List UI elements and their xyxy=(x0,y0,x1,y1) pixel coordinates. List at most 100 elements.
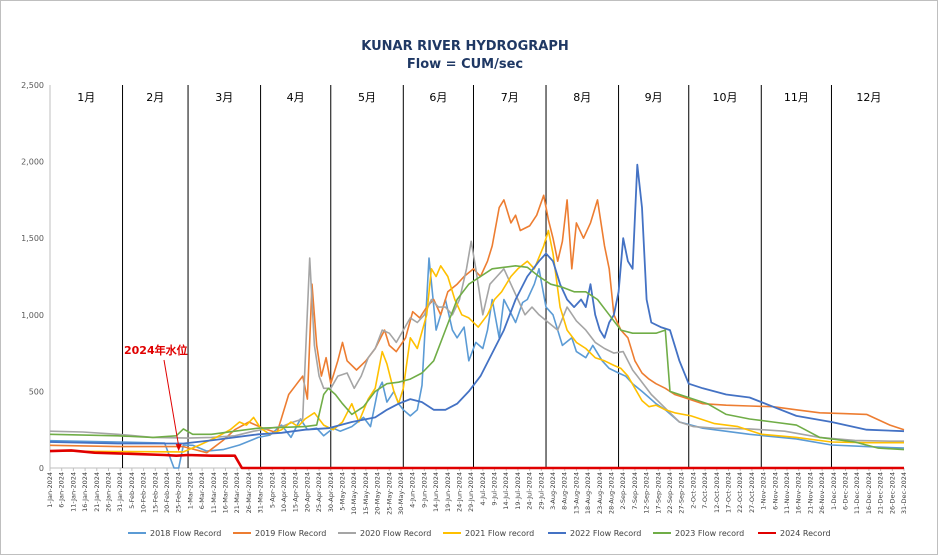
x-tick-label: 3-Aug-2024 xyxy=(549,472,557,510)
series-line xyxy=(49,229,904,453)
x-tick-label: 16-Jan-2024 xyxy=(81,472,89,512)
x-tick-label: 29-Jul-2024 xyxy=(537,472,545,510)
x-tick-label: 17-Sep-2024 xyxy=(654,472,662,514)
x-tick-label: 6-Dec-2024 xyxy=(842,472,850,510)
x-tick-label: 10-Feb-2024 xyxy=(140,472,148,513)
x-tick-label: 1-Mar-2024 xyxy=(186,472,194,509)
x-tick-label: 21-Jan-2024 xyxy=(93,472,101,512)
x-tick-label: 21-Dec-2024 xyxy=(877,472,885,514)
month-label: 6月 xyxy=(429,91,447,104)
x-tick-label: 25-May-2024 xyxy=(385,472,393,515)
y-tick-label: 2,000 xyxy=(21,158,44,167)
x-tick-label: 21-Nov-2024 xyxy=(806,472,814,514)
x-tick-label: 12-Oct-2024 xyxy=(713,472,721,513)
x-tick-label: 10-May-2024 xyxy=(350,472,358,515)
x-tick-label: 17-Oct-2024 xyxy=(725,472,733,513)
x-tick-label: 7-Sep-2024 xyxy=(631,472,639,510)
y-tick-label: 500 xyxy=(29,387,44,396)
annotation-arrow-line xyxy=(163,359,180,447)
x-tick-label: 15-May-2024 xyxy=(362,472,370,515)
x-tick-label: 8-Aug-2024 xyxy=(561,472,569,510)
x-tick-label: 30-May-2024 xyxy=(397,472,405,515)
x-tick-label: 16-Nov-2024 xyxy=(795,472,803,514)
x-tick-label: 29-Jun-2024 xyxy=(467,472,475,512)
x-tick-label: 26-Mar-2024 xyxy=(245,472,253,513)
x-tick-label: 31-Jan-2024 xyxy=(116,472,124,512)
annotation-2024-water-level: 2024年水位 xyxy=(124,343,188,357)
x-tick-label: 6-Jan-2024 xyxy=(58,472,66,508)
x-tick-label: 9-Jul-2024 xyxy=(491,472,499,506)
x-tick-label: 22-Oct-2024 xyxy=(736,472,744,513)
month-label: 1月 xyxy=(77,91,95,104)
y-tick-label: 1,000 xyxy=(21,311,44,320)
series-line xyxy=(49,240,904,443)
x-tick-label: 15-Apr-2024 xyxy=(292,472,300,512)
x-tick-label: 2-Oct-2024 xyxy=(689,472,697,509)
x-tick-label: 28-Aug-2024 xyxy=(608,472,616,514)
x-tick-label: 4-Jul-2024 xyxy=(479,472,487,506)
plot-area: 0 500 1,000 1,500 2,000 2,500 1月 2月 3月 4月 5月 6月 7月 8月… xyxy=(21,81,908,515)
x-tick-label: 26-Jan-2024 xyxy=(104,472,112,512)
month-label: 2月 xyxy=(146,91,164,104)
x-tick-label: 12-Sep-2024 xyxy=(643,472,651,514)
x-tick-label: 19-Jun-2024 xyxy=(444,472,452,512)
x-tick-label: 23-Aug-2024 xyxy=(596,472,604,514)
x-tick-label: 14-Jul-2024 xyxy=(502,472,510,510)
x-tick-label: 5-Apr-2024 xyxy=(268,472,276,508)
x-tick-label: 6-Nov-2024 xyxy=(771,472,779,510)
x-tick-label: 21-Mar-2024 xyxy=(233,472,241,513)
x-tick-label: 7-Oct-2024 xyxy=(701,472,709,509)
x-tick-label: 15-Feb-2024 xyxy=(151,472,159,513)
x-tick-label: 31-Mar-2024 xyxy=(257,472,265,513)
month-label: 7月 xyxy=(501,91,519,104)
x-tick-label: 11-Nov-2024 xyxy=(783,472,791,514)
x-tick-label: 16-Dec-2024 xyxy=(865,472,873,514)
series-line xyxy=(49,257,905,469)
x-tick-label: 11-Dec-2024 xyxy=(853,472,861,514)
x-tick-label: 20-Feb-2024 xyxy=(163,472,171,513)
x-tick-label: 20-Apr-2024 xyxy=(303,472,311,512)
x-tick-label: 24-Jun-2024 xyxy=(455,472,463,512)
x-tick-label: 5-Feb-2024 xyxy=(128,472,136,509)
x-tick-label: 18-Aug-2024 xyxy=(584,472,592,514)
legend-entry: 2020 Flow Record xyxy=(360,529,431,538)
y-tick-label: 0 xyxy=(39,464,44,473)
x-tick-label: 4-Jun-2024 xyxy=(409,472,417,508)
x-tick-label: 26-Dec-2024 xyxy=(888,472,896,514)
y-tick-label: 1,500 xyxy=(21,234,44,243)
x-tick-label: 31-Dec-2024 xyxy=(900,472,908,514)
legend-entry: 2019 Flow Record xyxy=(255,529,326,538)
x-tick-label: 26-Nov-2024 xyxy=(818,472,826,514)
chart-title: KUNAR RIVER HYDROGRAPH xyxy=(361,39,569,54)
x-tick-label: 1-Jan-2024 xyxy=(46,472,54,508)
x-tick-label: 14-Jun-2024 xyxy=(432,472,440,512)
chart-subtitle: Flow = CUM/sec xyxy=(407,57,523,72)
x-tick-label: 20-May-2024 xyxy=(374,472,382,515)
month-label: 10月 xyxy=(713,91,738,104)
month-label: 3月 xyxy=(215,91,233,104)
month-label: 5月 xyxy=(358,91,376,104)
series-line xyxy=(49,264,905,451)
x-tick-label: 13-Aug-2024 xyxy=(572,472,580,514)
x-tick-label: 25-Feb-2024 xyxy=(175,472,183,513)
x-tick-label: 10-Apr-2024 xyxy=(280,472,288,512)
month-label: 4月 xyxy=(287,91,305,104)
x-tick-label: 9-Jun-2024 xyxy=(420,472,428,508)
legend: 2018 Flow Record 2019 Flow Record 2020 Flo… xyxy=(128,529,831,538)
x-tick-label: 1-Nov-2024 xyxy=(760,472,768,510)
series-line xyxy=(49,163,905,445)
x-tick-label: 11-Jan-2024 xyxy=(69,472,77,512)
x-tick-label: 6-Mar-2024 xyxy=(198,472,206,509)
month-label: 12月 xyxy=(856,91,881,104)
series-line xyxy=(49,194,905,454)
x-tick-label: 25-Apr-2024 xyxy=(315,472,323,512)
x-tick-label: 16-Mar-2024 xyxy=(221,472,229,513)
x-tick-label: 5-May-2024 xyxy=(338,472,346,511)
month-label: 11月 xyxy=(784,91,809,104)
x-tick-label: 27-Oct-2024 xyxy=(748,472,756,513)
x-tick-label: 2-Sep-2024 xyxy=(619,472,627,510)
legend-entry: 2024 Record xyxy=(780,529,831,538)
annotation-arrow-head xyxy=(175,444,182,452)
